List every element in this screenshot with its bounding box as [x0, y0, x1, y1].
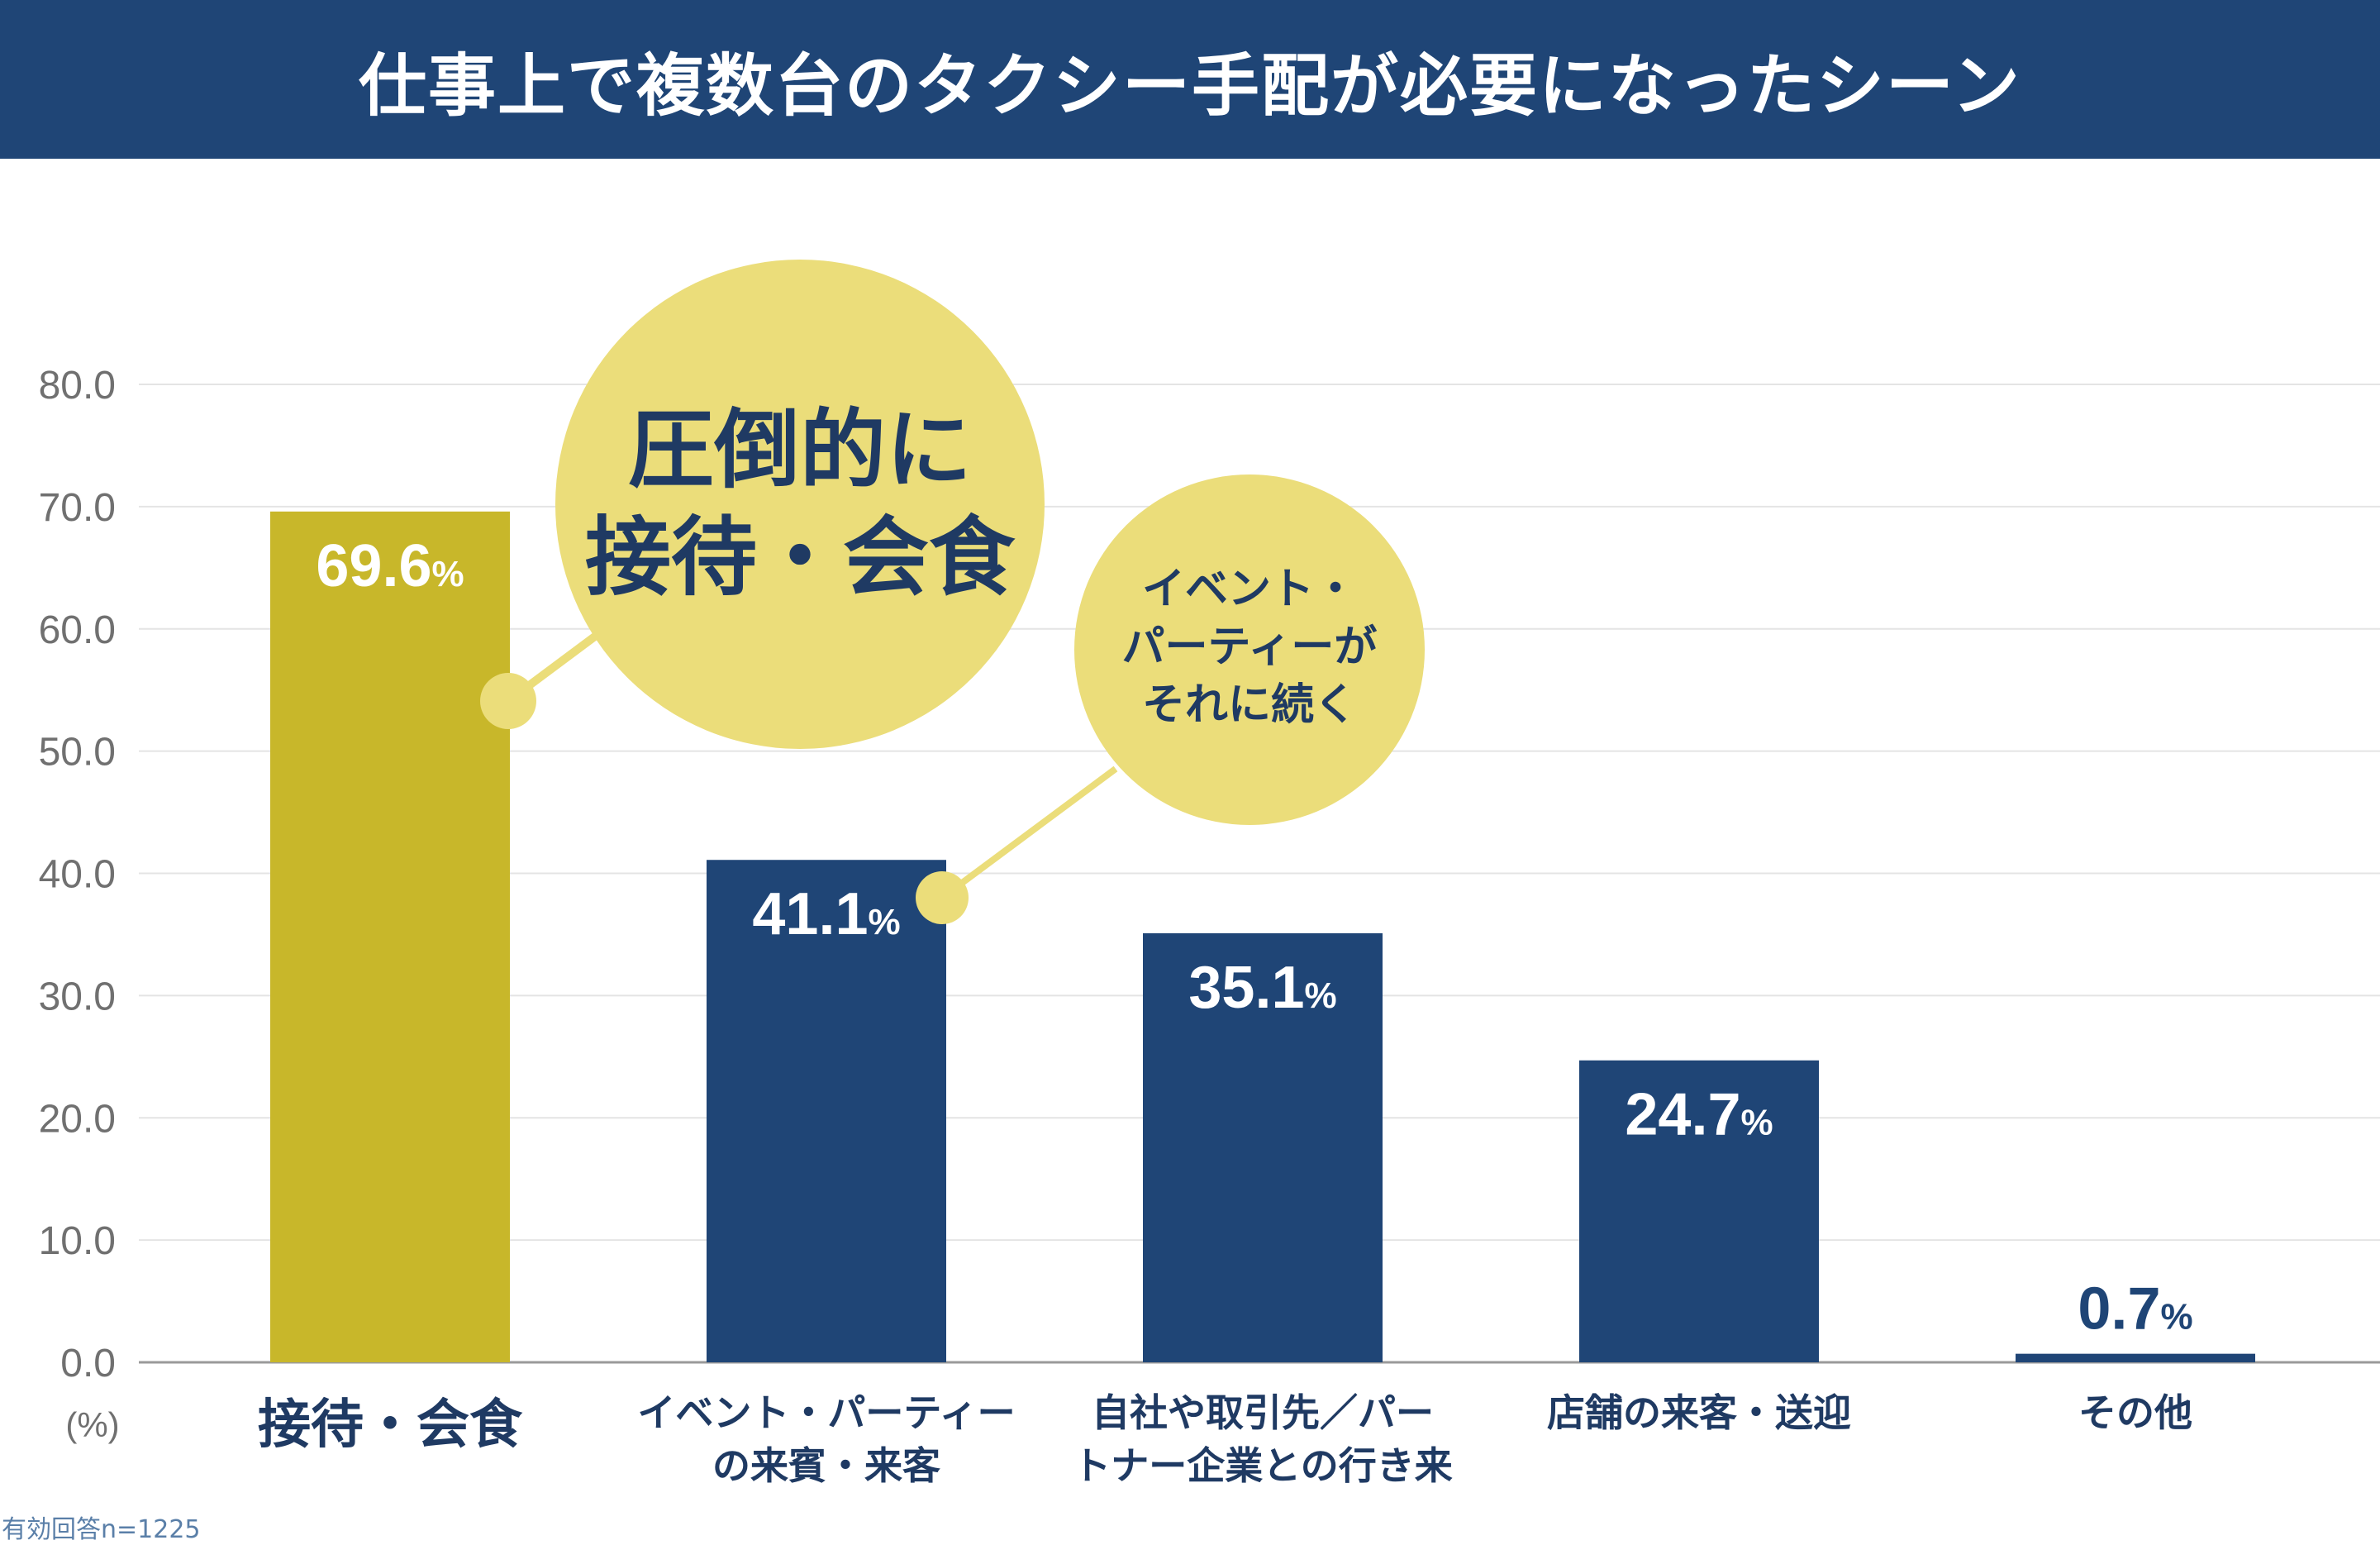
bar	[270, 511, 510, 1362]
title-banner: 仕事上で複数台のタクシー手配が必要になったシーン	[0, 0, 2380, 159]
x-tick-label: イベント・パーティー	[637, 1390, 1015, 1435]
data-label: 41.1%	[752, 881, 900, 947]
y-tick-label: 70.0	[39, 486, 116, 530]
bar	[2016, 1353, 2255, 1362]
x-tick-label: 接待・会食	[258, 1395, 523, 1456]
bar	[707, 860, 946, 1362]
y-tick-label: 50.0	[39, 731, 116, 775]
callout-dot	[916, 871, 969, 924]
y-tick-label: 0.0	[60, 1342, 116, 1385]
callout-bubble-large	[555, 260, 1045, 749]
y-tick-label: 60.0	[39, 608, 116, 652]
callout-text: パーティーが	[1122, 622, 1378, 672]
data-label: 35.1%	[1188, 955, 1336, 1021]
bar	[1143, 932, 1383, 1362]
x-tick-label: その他	[2078, 1390, 2192, 1435]
data-label: 24.7%	[1625, 1082, 1773, 1148]
callout-connector	[940, 765, 1118, 901]
x-tick-label: 自社や取引先／パー	[1092, 1390, 1434, 1435]
x-tick-label: 店舗の来客・送迎	[1547, 1390, 1851, 1435]
bar	[1579, 1060, 1819, 1362]
y-tick-label: 20.0	[39, 1097, 116, 1141]
y-tick-label: 40.0	[39, 853, 116, 897]
x-tick-label: の来賓・来客	[712, 1443, 940, 1488]
callout-dot	[480, 673, 536, 729]
data-label: 69.6%	[316, 533, 464, 599]
y-tick-label: 30.0	[39, 975, 116, 1018]
data-label: 0.7%	[2078, 1276, 2192, 1342]
callout-bubble-small	[1074, 474, 1425, 825]
y-axis-unit: (%)	[65, 1405, 119, 1444]
chart-title: 仕事上で複数台のタクシー手配が必要になったシーン	[359, 46, 2021, 126]
callout-text: 接待・会食	[585, 507, 1016, 608]
callout-text: 圧倒的に	[628, 399, 972, 500]
footnote: 有効回答n=1225	[2, 1515, 201, 1544]
callout-text: それに続く	[1142, 680, 1357, 730]
y-tick-label: 80.0	[39, 364, 116, 408]
callout-text: イベント・	[1142, 565, 1357, 614]
x-tick-label: トナー企業との行き来	[1073, 1443, 1453, 1488]
y-tick-label: 10.0	[39, 1219, 116, 1263]
